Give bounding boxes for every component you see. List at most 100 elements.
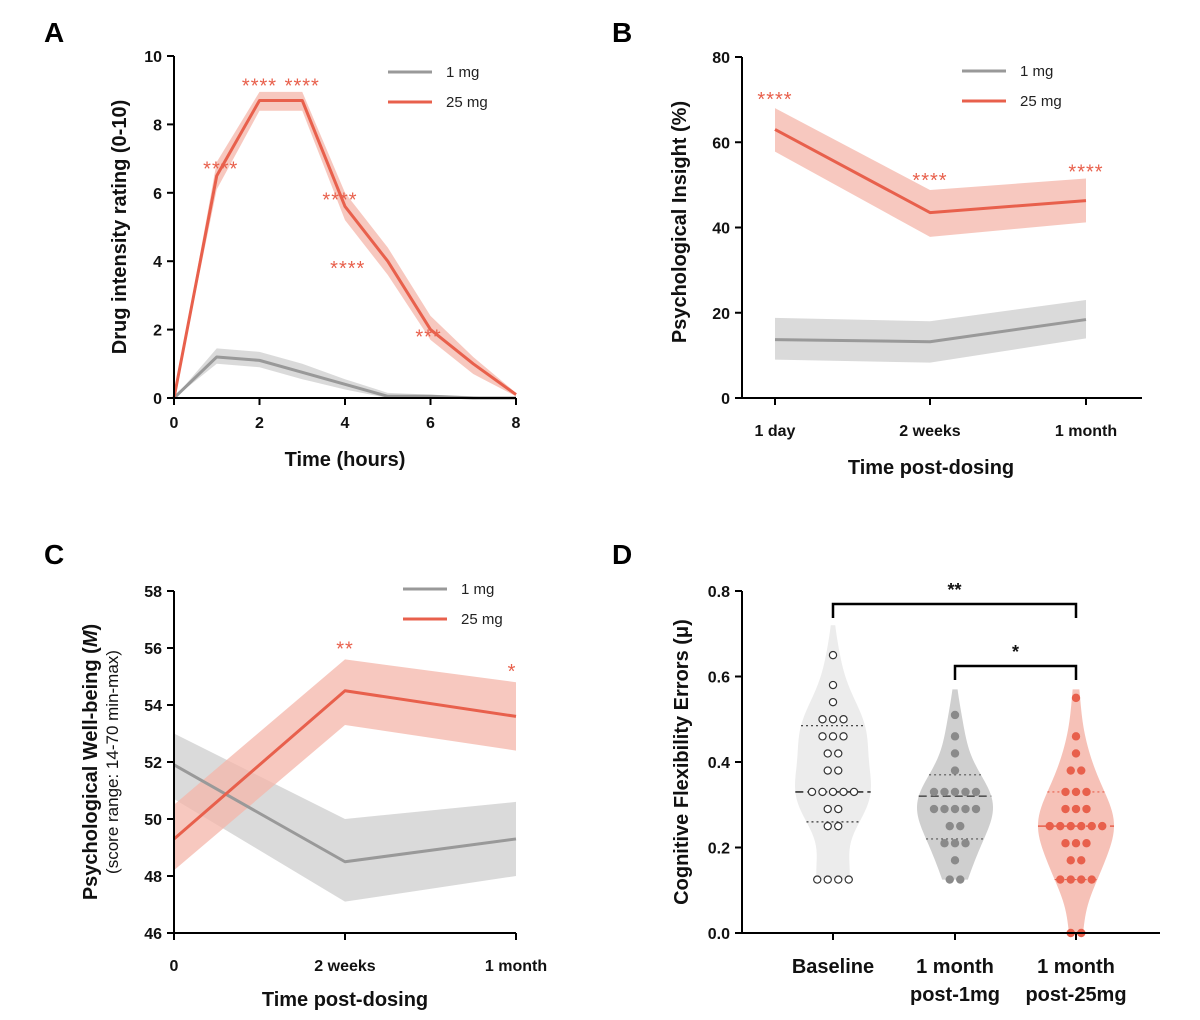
data-point: [956, 821, 965, 831]
data-point: [1098, 821, 1107, 831]
chart-panel-c: 46 48 50 52 54 56 58 0 2 weeks 1 month Time post-d…: [80, 581, 547, 1011]
y-axis-title: Psychological Insight (%): [669, 101, 691, 343]
data-point: [1061, 839, 1070, 848]
data-point: [1071, 749, 1081, 758]
x-tick-label: 2 weeks: [899, 423, 960, 440]
x-tick-label: 6: [426, 415, 435, 432]
significance-marker: ****: [330, 258, 365, 280]
data-point: [1071, 804, 1081, 814]
data-point: [828, 787, 838, 797]
data-point: [823, 804, 832, 814]
data-point: [1071, 787, 1081, 797]
data-point: [823, 749, 832, 758]
x-axis-title: Time post-dosing: [262, 989, 428, 1011]
data-point: [1045, 821, 1054, 831]
y-tick-label: 0.4: [708, 755, 730, 772]
y-tick-label: 50: [144, 812, 162, 829]
data-point: [839, 732, 848, 741]
data-point: [1082, 839, 1091, 848]
y-tick-label: 4: [153, 254, 162, 271]
y-tick-label: 0.0: [708, 926, 730, 943]
significance-marker: *: [508, 661, 517, 683]
y-tick-label: 0.8: [708, 584, 730, 601]
y-axis-title: Cognitive Flexibility Errors (μ): [671, 619, 693, 905]
chart-panel-d: 0.0 0.2 0.4 0.6 0.8 Baseline 1 month post-1mg 1 …: [671, 580, 1160, 1006]
series-line: [173, 763, 517, 864]
data-point: [929, 787, 939, 797]
x-tick-label: 8: [512, 415, 521, 432]
y-tick-label: 58: [144, 584, 162, 601]
significance-marker: ****: [322, 189, 357, 211]
x-axis-title: Time (hours): [285, 449, 406, 471]
data-point: [828, 732, 838, 741]
x-tick-label: 0: [170, 415, 179, 432]
data-point: [1056, 875, 1065, 884]
data-point: [1077, 766, 1086, 775]
y-axis-subtitle: (score range: 14-70 min-max): [103, 650, 122, 874]
x-tick-label: 2: [255, 415, 264, 432]
y-axis-title: Psychological Well-being (M): [80, 624, 102, 900]
y-axis-title-part: ): [80, 624, 102, 631]
data-point: [1082, 804, 1091, 814]
data-point: [950, 787, 960, 797]
x-tick-label: 4: [341, 415, 350, 432]
data-point: [834, 804, 843, 814]
panel-letter-c: C: [44, 539, 64, 570]
data-point: [961, 787, 970, 797]
y-tick-label: 60: [712, 135, 730, 152]
chart-panel-a: 0 2 4 6 8 10 0 2 4 6 8 Time (hours) Drug intensity r…: [109, 49, 521, 471]
legend-label: 1 mg: [1020, 63, 1053, 80]
legend-label: 25 mg: [461, 611, 503, 628]
data-point: [823, 766, 832, 775]
significance-bracket: [953, 664, 1078, 680]
y-tick-label: 10: [144, 49, 162, 66]
y-tick-label: 2: [153, 323, 162, 340]
y-tick-label: 48: [144, 869, 162, 886]
y-axis-title-part: Psychological Well-being (: [80, 647, 102, 900]
category-label: 1 month: [1037, 956, 1115, 978]
panel-letter-d: D: [612, 539, 632, 570]
data-point: [1082, 787, 1091, 797]
data-point: [1056, 821, 1065, 831]
data-point: [813, 875, 822, 884]
data-point: [961, 839, 970, 848]
y-tick-label: 0: [721, 391, 730, 408]
significance-marker: ***: [415, 326, 441, 348]
category-label: post-25mg: [1025, 984, 1126, 1006]
y-tick-label: 80: [712, 50, 730, 67]
data-point: [1077, 821, 1086, 831]
y-axis-title-italic: M: [80, 629, 102, 647]
data-point: [1061, 804, 1070, 814]
data-point: [956, 875, 965, 884]
data-point: [828, 697, 838, 707]
x-tick-label: 1 month: [485, 958, 547, 975]
data-point: [971, 804, 981, 814]
data-point: [1077, 875, 1086, 884]
ci-band: [174, 91, 516, 398]
data-point: [834, 875, 843, 884]
significance-marker: ****: [242, 75, 277, 97]
series-line: [172, 98, 517, 399]
data-point: [818, 715, 827, 724]
panel-letter-a: A: [44, 17, 64, 48]
x-tick-label: 2 weeks: [314, 958, 375, 975]
ci-band: [174, 659, 516, 871]
y-tick-label: 6: [153, 186, 162, 203]
data-point: [1066, 766, 1075, 775]
data-point: [823, 821, 832, 831]
data-point: [818, 787, 827, 797]
panel-letter-b: B: [612, 17, 632, 48]
data-point: [945, 821, 954, 831]
y-tick-label: 40: [712, 221, 730, 238]
data-point: [971, 787, 981, 797]
y-tick-label: 54: [144, 698, 162, 715]
data-point: [1066, 875, 1075, 884]
ci-band: [174, 733, 516, 902]
data-point: [828, 650, 838, 660]
data-point: [950, 766, 960, 775]
y-tick-label: 56: [144, 641, 162, 658]
violin-body: [917, 689, 993, 880]
category-label: Baseline: [792, 956, 874, 978]
x-axis-title: Time post-dosing: [848, 457, 1014, 479]
